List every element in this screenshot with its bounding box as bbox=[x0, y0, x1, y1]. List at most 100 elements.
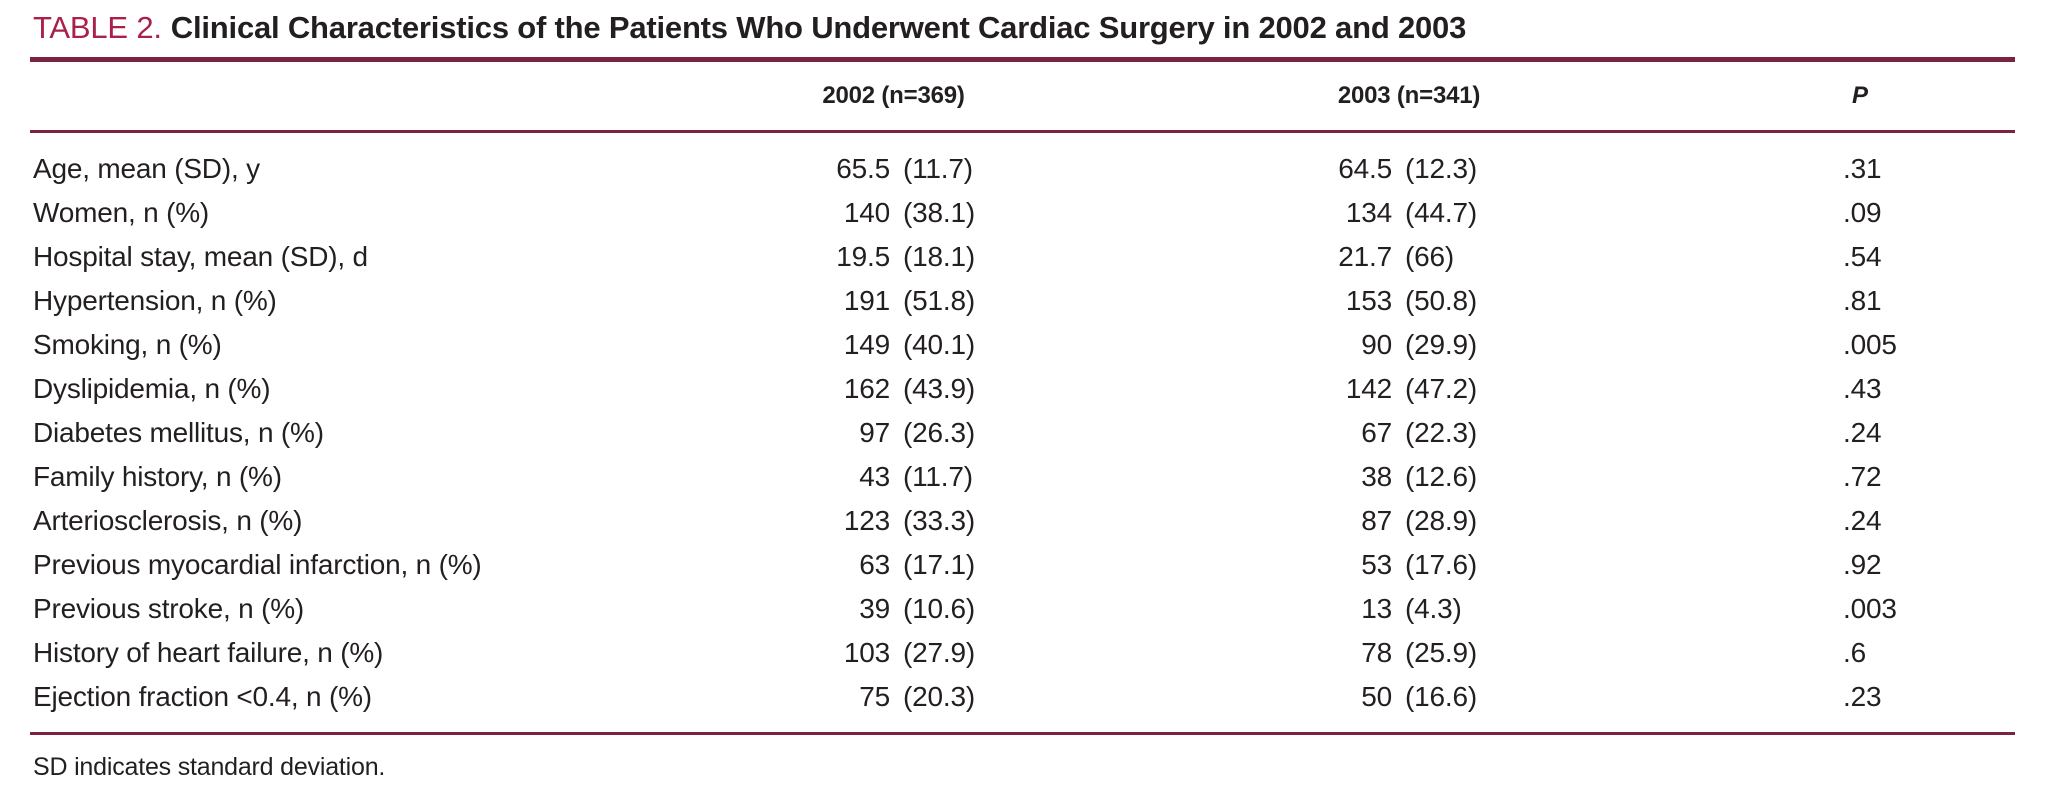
value-2003: 13 bbox=[1361, 593, 1392, 624]
paren-2003: (16.6) bbox=[1405, 681, 1477, 712]
table-body: Age, mean (SD), y 65.5 (11.7) 64.5 (12.3… bbox=[30, 133, 2015, 732]
paren-2002: (27.9) bbox=[903, 637, 975, 668]
row-label: Ejection fraction <0.4, n (%) bbox=[33, 681, 372, 712]
row-label: Women, n (%) bbox=[33, 197, 210, 228]
table-title-text: Clinical Characteristics of the Patients… bbox=[170, 10, 1467, 45]
paren-2002: (38.1) bbox=[903, 197, 975, 228]
row-label: Smoking, n (%) bbox=[33, 329, 222, 360]
value-2003: 67 bbox=[1361, 417, 1392, 448]
row-label: History of heart failure, n (%) bbox=[33, 637, 384, 668]
value-2003: 153 bbox=[1345, 285, 1392, 316]
value-2003: 90 bbox=[1361, 329, 1392, 360]
value-2003: 38 bbox=[1361, 461, 1392, 492]
value-2003: 50 bbox=[1361, 681, 1392, 712]
row-label: Previous myocardial infarction, n (%) bbox=[33, 549, 482, 580]
p-value: .72 bbox=[1843, 461, 1882, 492]
row-label: Dyslipidemia, n (%) bbox=[33, 373, 271, 404]
p-value: .09 bbox=[1843, 197, 1882, 228]
paren-2003: (25.9) bbox=[1405, 637, 1477, 668]
bottom-rule bbox=[30, 732, 2015, 735]
paren-2002: (51.8) bbox=[903, 285, 975, 316]
paren-2002: (40.1) bbox=[903, 329, 975, 360]
value-2002: 43 bbox=[859, 461, 890, 492]
p-value: .003 bbox=[1843, 593, 1897, 624]
column-header-2003: 2003 (n=341) bbox=[1337, 82, 1481, 109]
value-2003: 64.5 bbox=[1338, 153, 1392, 184]
value-2002: 123 bbox=[843, 505, 890, 536]
value-2002: 75 bbox=[859, 681, 890, 712]
paren-2003: (50.8) bbox=[1405, 285, 1477, 316]
paren-2003: (29.9) bbox=[1405, 329, 1477, 360]
paren-2003: (47.2) bbox=[1405, 373, 1477, 404]
header-rule bbox=[30, 130, 2015, 133]
value-2002: 191 bbox=[843, 285, 890, 316]
table-row: Arteriosclerosis, n (%) 123 (33.3) 87 (2… bbox=[30, 499, 2015, 543]
table-row: Diabetes mellitus, n (%) 97 (26.3) 67 (2… bbox=[30, 411, 2015, 455]
value-2002: 103 bbox=[843, 637, 890, 668]
row-label: Hospital stay, mean (SD), d bbox=[33, 241, 368, 272]
table-row: Hypertension, n (%) 191 (51.8) 153 (50.8… bbox=[30, 279, 2015, 323]
paren-2002: (20.3) bbox=[903, 681, 975, 712]
paren-2002: (11.7) bbox=[903, 461, 973, 492]
paren-2003: (4.3) bbox=[1405, 593, 1462, 624]
paren-2003: (17.6) bbox=[1405, 549, 1477, 580]
p-value: .81 bbox=[1843, 285, 1882, 316]
row-label: Family history, n (%) bbox=[33, 461, 282, 492]
value-2003: 142 bbox=[1345, 373, 1392, 404]
p-value: .23 bbox=[1843, 681, 1882, 712]
p-value: .6 bbox=[1843, 637, 1866, 668]
table-row: Previous myocardial infarction, n (%) 63… bbox=[30, 543, 2015, 587]
paren-2002: (33.3) bbox=[903, 505, 975, 536]
row-label: Previous stroke, n (%) bbox=[33, 593, 305, 624]
table-row: Women, n (%) 140 (38.1) 134 (44.7) .09 bbox=[30, 191, 2015, 235]
table-row: Hospital stay, mean (SD), d 19.5 (18.1) … bbox=[30, 235, 2015, 279]
table-title: TABLE 2. Clinical Characteristics of the … bbox=[30, 0, 2015, 57]
value-2002: 63 bbox=[859, 549, 890, 580]
table-row: History of heart failure, n (%) 103 (27.… bbox=[30, 631, 2015, 675]
table-row: Family history, n (%) 43 (11.7) 38 (12.6… bbox=[30, 455, 2015, 499]
row-label: Hypertension, n (%) bbox=[33, 285, 277, 316]
p-value: .31 bbox=[1843, 153, 1882, 184]
value-2002: 162 bbox=[843, 373, 890, 404]
value-2002: 149 bbox=[843, 329, 890, 360]
table-number-label: TABLE 2. bbox=[33, 10, 162, 45]
value-2003: 87 bbox=[1361, 505, 1392, 536]
p-value: .24 bbox=[1843, 505, 1882, 536]
p-value: .24 bbox=[1843, 417, 1882, 448]
table-row: Dyslipidemia, n (%) 162 (43.9) 142 (47.2… bbox=[30, 367, 2015, 411]
value-2002: 97 bbox=[859, 417, 890, 448]
row-label: Diabetes mellitus, n (%) bbox=[33, 417, 324, 448]
row-label: Arteriosclerosis, n (%) bbox=[33, 505, 303, 536]
table-header-row: 2002 (n=369) 2003 (n=341) P bbox=[30, 62, 2015, 130]
paren-2002: (17.1) bbox=[903, 549, 975, 580]
paren-2002: (26.3) bbox=[903, 417, 975, 448]
row-label: Age, mean (SD), y bbox=[33, 153, 260, 184]
value-2002: 39 bbox=[859, 593, 890, 624]
paren-2003: (22.3) bbox=[1405, 417, 1477, 448]
paren-2003: (28.9) bbox=[1405, 505, 1477, 536]
paren-2003: (12.3) bbox=[1405, 153, 1477, 184]
value-2003: 21.7 bbox=[1338, 241, 1392, 272]
value-2002: 65.5 bbox=[836, 153, 890, 184]
paren-2002: (18.1) bbox=[903, 241, 975, 272]
paren-2002: (43.9) bbox=[903, 373, 975, 404]
table-row: Ejection fraction <0.4, n (%) 75 (20.3) … bbox=[30, 675, 2015, 719]
p-value: .43 bbox=[1843, 373, 1882, 404]
column-header-2002: 2002 (n=369) bbox=[822, 82, 965, 109]
p-value: .92 bbox=[1843, 549, 1882, 580]
value-2002: 19.5 bbox=[836, 241, 890, 272]
top-rule bbox=[30, 57, 2015, 62]
column-header-p: P bbox=[1852, 82, 1868, 109]
table-row: Previous stroke, n (%) 39 (10.6) 13 (4.3… bbox=[30, 587, 2015, 631]
paren-2003: (44.7) bbox=[1405, 197, 1477, 228]
value-2003: 53 bbox=[1361, 549, 1392, 580]
paren-2003: (12.6) bbox=[1405, 461, 1477, 492]
paren-2002: (11.7) bbox=[903, 153, 973, 184]
p-value: .54 bbox=[1843, 241, 1882, 272]
table-footnote: SD indicates standard deviation. bbox=[33, 753, 386, 781]
value-2002: 140 bbox=[843, 197, 890, 228]
table-row: Age, mean (SD), y 65.5 (11.7) 64.5 (12.3… bbox=[30, 147, 2015, 191]
p-value: .005 bbox=[1843, 329, 1897, 360]
paren-2003: (66) bbox=[1405, 241, 1454, 272]
